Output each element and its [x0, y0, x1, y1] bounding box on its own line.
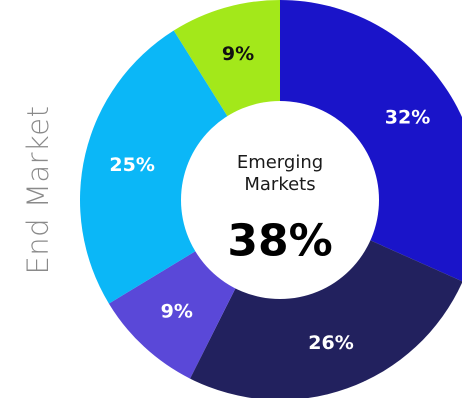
center-caption-line: Markets [244, 174, 316, 195]
donut-slice [79, 30, 280, 304]
slice-label: 9% [222, 43, 254, 65]
slice-label: 32% [385, 106, 430, 128]
donut-hole [181, 101, 379, 299]
center-caption-line: Emerging [236, 152, 324, 173]
center-value: 38% [227, 215, 333, 267]
slice-label: 25% [109, 154, 154, 176]
slice-label: 9% [161, 301, 193, 323]
labels-layer: 32% 26% 9% 25% 9% [109, 43, 430, 354]
slice-label: 26% [308, 332, 353, 354]
side-axis-label: End Market [21, 105, 55, 275]
center-caption: Emerging Markets [215, 152, 345, 196]
